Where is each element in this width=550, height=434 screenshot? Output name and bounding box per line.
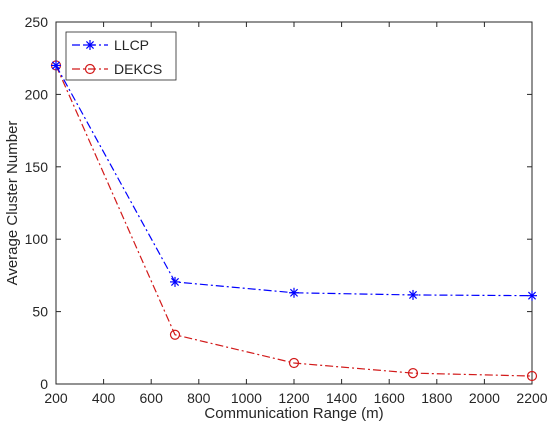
x-axis: 200 400 600 800 1000 1200 1400 1600 1800 2000 2200 [44,22,548,406]
marker-stroke [527,291,537,300]
circle-marker [288,357,300,369]
marker-stroke [170,277,180,286]
x-tick-label: 1800 [421,390,452,406]
asterisk-marker [85,40,95,50]
asterisk-marker [527,290,537,301]
x-tick-label: 1600 [374,390,405,406]
x-tick-label: 800 [187,390,211,406]
legend: LLCP DEKCS [65,31,177,81]
asterisk-marker [170,276,180,287]
x-tick-label: 2200 [516,390,547,406]
legend-label: DEKCS [114,61,162,77]
marker-stroke [289,288,299,297]
x-tick-label: 600 [140,390,164,406]
circle-marker [169,329,181,340]
x-tick-label: 1000 [231,390,262,406]
x-tick-label: 2000 [469,390,500,406]
y-axis-label: Average Cluster Number [4,121,21,286]
asterisk-marker [289,287,299,298]
x-tick-label: 400 [92,390,116,406]
series-line-dekcs [55,65,533,377]
x-axis-label: Communication Range (m) [204,405,383,422]
plot-area [55,21,533,385]
asterisk-marker [51,60,61,71]
y-axis: 0 50 100 150 200 250 [25,14,532,392]
y-tick-label: 0 [40,376,48,392]
y-tick-label: 50 [32,304,48,320]
y-tick-label: 250 [25,14,49,30]
x-tick-label: 200 [44,390,68,406]
circle-marker [84,63,96,75]
x-tick-label: 1400 [326,390,357,406]
marker-stroke [85,40,95,50]
series-layer [50,60,538,382]
plot-frame [55,21,533,385]
marker-stroke [51,61,61,70]
y-tick-label: 200 [25,86,49,102]
legend-box [65,31,177,81]
series-line-llcp [55,65,533,297]
circle-marker [407,368,419,379]
x-tick-label: 1200 [278,390,309,406]
legend-label: LLCP [114,37,149,53]
asterisk-marker [408,289,418,300]
y-tick-label: 100 [25,231,49,247]
marker-stroke [408,290,418,299]
circle-marker [526,370,538,382]
series-llcp [51,60,537,301]
y-tick-label: 150 [25,159,49,175]
